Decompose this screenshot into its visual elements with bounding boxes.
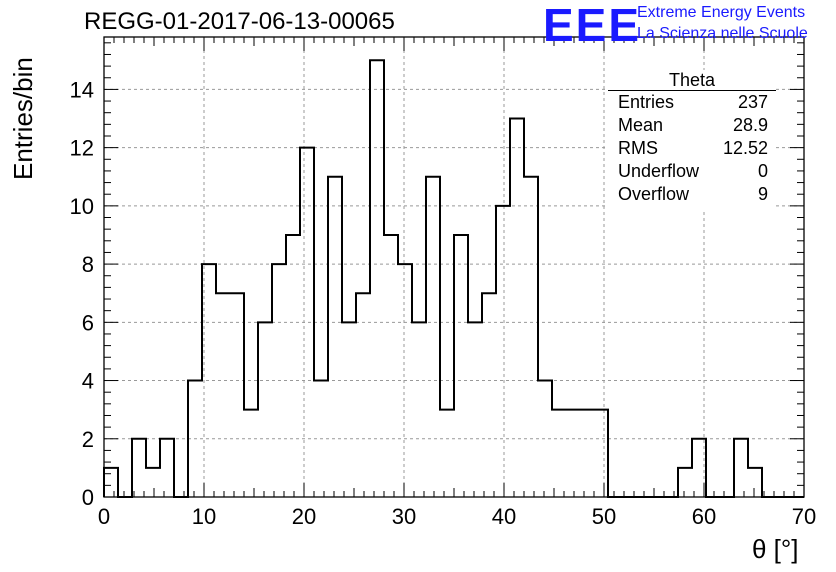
- histogram-bin: [286, 235, 300, 497]
- stat-key: Underflow: [618, 161, 700, 181]
- histogram-bin: [342, 322, 356, 497]
- histogram-bin: [510, 119, 524, 497]
- y-tick-label: 14: [70, 77, 94, 102]
- y-tick-label: 8: [82, 252, 94, 277]
- y-tick-label: 12: [70, 136, 94, 161]
- histogram-bin: [552, 410, 566, 497]
- histogram-bin: [356, 293, 370, 497]
- histogram-bin: [146, 468, 160, 497]
- histogram-bin: [160, 439, 174, 497]
- histogram-bin: [216, 293, 230, 497]
- histogram-bin: [104, 468, 118, 497]
- axis-ticks: [103, 37, 805, 498]
- x-tick-label: 40: [492, 504, 516, 529]
- histogram-bin: [258, 322, 272, 497]
- histogram-bin: [370, 60, 384, 497]
- stat-row-underflow: Underflow 0: [618, 161, 768, 183]
- stat-value: 9: [757, 184, 768, 204]
- histogram-bin: [230, 293, 244, 497]
- histogram-bin: [454, 235, 468, 497]
- histogram-bin: [328, 177, 342, 497]
- x-axis-label: θ [°]: [752, 534, 799, 564]
- x-tick-label: 60: [692, 504, 716, 529]
- histogram-bin: [244, 410, 258, 497]
- stat-key: RMS: [618, 138, 658, 158]
- x-tick-label: 0: [98, 504, 110, 529]
- stats-box: Theta Entries 237 Mean 28.9 RMS 12.52 Un…: [608, 70, 776, 210]
- histogram-bin: [132, 439, 146, 497]
- stat-row-entries: Entries 237: [618, 92, 768, 114]
- histogram-bin: [538, 381, 552, 497]
- histogram-bin: [412, 322, 426, 497]
- histogram-bin: [594, 410, 608, 497]
- histogram-bin: [426, 177, 440, 497]
- stat-key: Mean: [618, 115, 664, 135]
- histogram-outline: [103, 59, 804, 498]
- histogram-bins: [103, 59, 804, 498]
- histogram-bin: [734, 439, 748, 497]
- histogram-bin: [566, 410, 580, 497]
- histogram-bin: [202, 264, 216, 497]
- stat-value: 0: [757, 161, 768, 181]
- y-tick-label: 4: [82, 369, 94, 394]
- chart-title: REGG-01-2017-06-13-00065: [84, 8, 395, 35]
- histogram-bin: [748, 468, 762, 497]
- eee-tagline-2: La Scienza nelle Scuole: [637, 25, 808, 42]
- histogram-bin: [300, 148, 314, 497]
- stat-value: 28.9: [732, 115, 768, 135]
- stat-key: Overflow: [618, 184, 690, 204]
- stat-row-rms: RMS 12.52: [618, 138, 768, 160]
- stats-divider: [608, 90, 776, 91]
- x-tick-label: 30: [392, 504, 416, 529]
- stat-value: 12.52: [722, 138, 768, 158]
- histogram-bin: [272, 264, 286, 497]
- histogram-bin: [384, 235, 398, 497]
- histogram-bin: [188, 381, 202, 497]
- stat-row-mean: Mean 28.9: [618, 115, 768, 137]
- stats-title: Theta: [668, 70, 716, 90]
- histogram-bin: [524, 177, 538, 497]
- y-tick-label: 6: [82, 310, 94, 335]
- x-tick-label: 10: [192, 504, 216, 529]
- histogram-bin: [440, 410, 454, 497]
- y-tick-label: 2: [82, 427, 94, 452]
- eee-tagline-1: Extreme Energy Events: [637, 4, 806, 21]
- x-tick-label: 50: [592, 504, 616, 529]
- histogram-bin: [482, 293, 496, 497]
- stat-row-overflow: Overflow 9: [618, 184, 768, 206]
- histogram-bin: [468, 322, 482, 497]
- axis-tick-labels: 0 10 20 30 40 50 60 70 0 2 4 6 8 10 12 14: [70, 77, 817, 529]
- x-tick-label: 20: [292, 504, 316, 529]
- histogram-bin: [398, 264, 412, 497]
- histogram-bin: [314, 381, 328, 497]
- histogram-bin: [496, 206, 510, 497]
- stat-key: Entries: [618, 92, 675, 112]
- stat-value: 237: [737, 92, 768, 112]
- x-tick-label: 70: [792, 504, 816, 529]
- histogram-bin: [580, 410, 594, 497]
- histogram-bin: [678, 468, 692, 497]
- eee-logo: EEE: [543, 0, 642, 51]
- y-axis-label: Entries/bin: [8, 57, 38, 180]
- y-tick-label: 0: [82, 485, 94, 510]
- y-tick-label: 10: [70, 194, 94, 219]
